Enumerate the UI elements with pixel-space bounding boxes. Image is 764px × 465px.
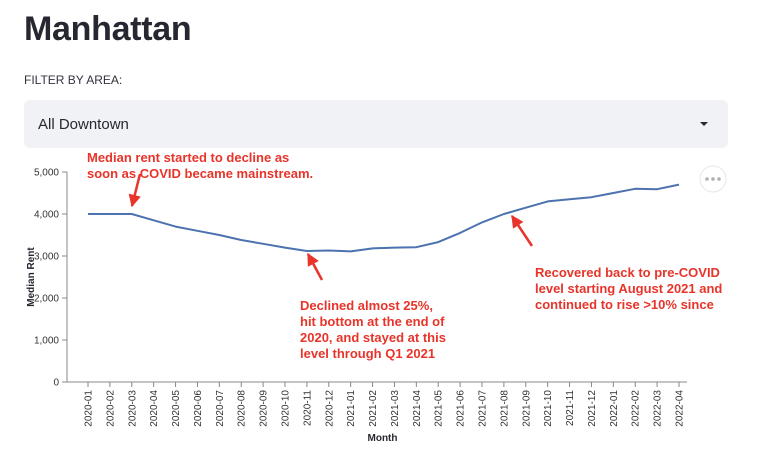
x-tick-label: 2021-01 [346, 390, 357, 427]
x-tick-label: 2020-01 [84, 390, 95, 427]
x-tick-label: 2021-06 [456, 390, 467, 427]
x-tick-label: 2020-02 [105, 390, 116, 427]
annotation-text-line: hit bottom at the end of [300, 314, 445, 329]
y-tick-label: 5,000 [34, 168, 59, 179]
x-tick-label: 2020-04 [149, 390, 160, 427]
x-tick-label: 2022-01 [609, 390, 620, 427]
x-tick-label: 2020-12 [324, 390, 335, 427]
y-tick-label: 4,000 [34, 210, 59, 221]
x-tick-label: 2022-04 [675, 390, 686, 427]
annotation-2: Declined almost 25%,hit bottom at the en… [300, 252, 446, 361]
x-tick-label: 2021-09 [521, 390, 532, 427]
y-tick-label: 3,000 [34, 252, 59, 263]
x-tick-label: 2021-03 [390, 390, 401, 427]
annotation-text-line: soon as COVID became mainstream. [87, 166, 313, 181]
x-tick-label: 2021-07 [478, 390, 489, 427]
x-tick-label: 2021-11 [565, 390, 576, 426]
annotation-arrow [510, 214, 534, 247]
annotation-text-line: level starting August 2021 and [535, 281, 722, 296]
area-select[interactable]: All Downtown [24, 100, 728, 148]
x-tick-label: 2020-08 [237, 390, 248, 427]
annotation-text-line: Median rent started to decline as [87, 150, 289, 165]
x-tick-label: 2021-05 [434, 390, 445, 427]
series-line-median-rent [88, 183, 680, 253]
x-tick-label: 2020-03 [127, 390, 138, 427]
y-tick-label: 2,000 [34, 294, 59, 305]
y-tick-label: 1,000 [34, 336, 59, 347]
x-tick-label: 2020-07 [215, 390, 226, 427]
x-tick-label: 2020-10 [281, 390, 292, 427]
filter-label: FILTER BY AREA: [24, 73, 123, 87]
annotation-arrow [128, 173, 142, 208]
x-tick-label: 2021-08 [499, 390, 510, 427]
annotation-text-line: continued to rise >10% since [535, 297, 714, 312]
x-tick-label: 2021-12 [587, 390, 598, 427]
chart-menu-button[interactable] [699, 165, 727, 193]
more-horizontal-icon [705, 177, 721, 181]
x-tick-label: 2021-04 [412, 390, 423, 427]
median-rent-line-chart: 0 1,000 2,000 3,000 4,000 5,000 Median Rent 202… [26, 150, 727, 444]
x-tick-label: 2021-02 [368, 390, 379, 427]
page-title: Manhattan [24, 10, 192, 48]
annotation-text-line: level through Q1 2021 [300, 346, 435, 361]
area-select-value: All Downtown [38, 116, 129, 133]
annotation-text-line: Declined almost 25%, [300, 298, 433, 313]
annotation-text-line: 2020, and stayed at this [300, 330, 446, 345]
x-tick-label: 2022-03 [653, 390, 664, 427]
y-axis-title: Median Rent [26, 247, 37, 307]
x-tick-label: 2020-11 [302, 390, 313, 426]
x-tick-label: 2020-06 [193, 390, 204, 427]
annotation-arrow [306, 252, 324, 281]
x-tick-label: 2020-05 [171, 390, 182, 427]
x-tick-label: 2022-02 [631, 390, 642, 427]
caret-down-icon [700, 122, 708, 126]
y-tick-label: 0 [53, 378, 59, 389]
x-axis-title: Month [368, 433, 398, 444]
x-tick-label: 2021-10 [543, 390, 554, 427]
x-tick-label: 2020-09 [259, 390, 270, 427]
annotation-text-line: Recovered back to pre-COVID [535, 265, 720, 280]
